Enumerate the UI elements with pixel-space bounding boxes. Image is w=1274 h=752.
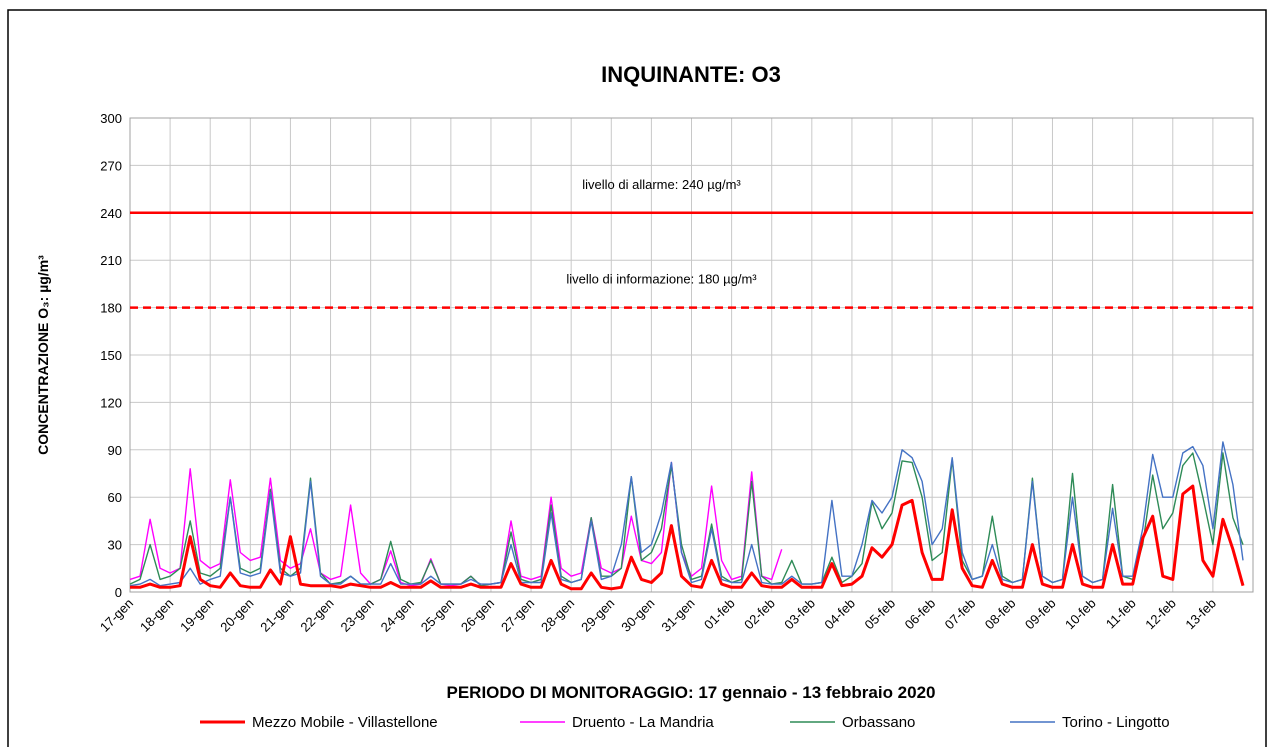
plot-border: [129, 117, 1254, 593]
chart-frame: [7, 9, 1267, 752]
y-tick-label: 240: [100, 206, 122, 221]
reference-label: livello di allarme: 240 µg/m³: [582, 177, 741, 192]
y-tick-label: 90: [108, 443, 122, 458]
series-line: [130, 484, 1245, 591]
legend-label: Mezzo Mobile - Villastellone: [252, 714, 438, 731]
reference-label: livello di informazione: 180 µg/m³: [566, 272, 757, 287]
legend-label: Orbassano: [842, 714, 915, 731]
y-tick-label: 120: [100, 395, 122, 410]
y-tick-label: 0: [115, 585, 122, 600]
y-tick-label: 270: [100, 158, 122, 173]
series-line: [129, 441, 1244, 587]
y-axis-label: CONCENTRAZIONE O₃: µg/m³: [35, 255, 51, 455]
legend-label: Druento - La Mandria: [572, 714, 714, 731]
y-tick-label: 150: [100, 348, 122, 363]
y-tick-label: 60: [108, 490, 122, 505]
legend-label: Torino - Lingotto: [1062, 714, 1170, 731]
y-tick-label: 300: [100, 111, 122, 126]
y-tick-label: 30: [108, 538, 122, 553]
y-tick-label: 180: [100, 301, 122, 316]
y-tick-label: 210: [100, 253, 122, 268]
chart-title: INQUINANTE: O3: [601, 62, 781, 87]
x-axis-label: PERIODO DI MONITORAGGIO: 17 gennaio - 13…: [446, 683, 935, 702]
